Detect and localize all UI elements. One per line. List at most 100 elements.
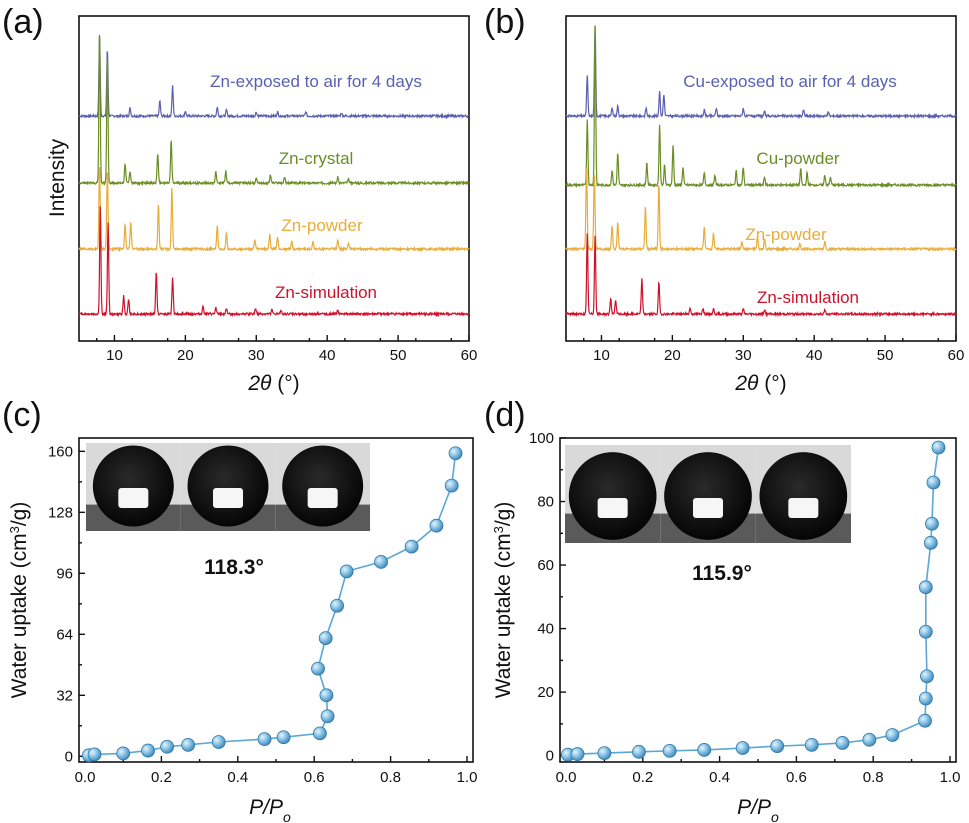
series-label-a-1: Zn-crystal xyxy=(279,149,354,168)
panel-c: 0.0 0.2 0.4 0.6 0.8 1.0 0 32 64 96 128 160 118.3° W… xyxy=(7,437,477,823)
isotherm-point-d-15 xyxy=(918,624,933,639)
isotherm-point-d-4 xyxy=(662,743,677,758)
isotherm-point-c-13 xyxy=(318,631,333,646)
isotherm-point-d-3 xyxy=(632,744,646,759)
droplet-highlight xyxy=(118,488,149,508)
x-tick-label-a-5: 60 xyxy=(461,347,478,364)
y-tick-label-c-2: 64 xyxy=(56,626,73,643)
series-label-a-0: Zn-exposed to air for 4 days xyxy=(210,72,422,91)
x-tick-label-b-4: 50 xyxy=(877,347,894,364)
x-tick-label-d-0: 0.0 xyxy=(556,769,577,786)
xrd-trace-a-1 xyxy=(78,34,470,187)
x-tick-label-d-4: 0.8 xyxy=(863,769,884,786)
isotherm-point-c-7 xyxy=(257,732,272,747)
droplet-highlight xyxy=(213,488,243,508)
series-label-a-2: Zn-powder xyxy=(281,216,363,235)
panel-d: 0.0 0.2 0.4 0.6 0.8 1.0 0 20 40 60 80 100 115.9° Wa… xyxy=(491,430,961,823)
x-tick-label-a-3: 40 xyxy=(319,347,336,364)
contact-angle-inset-c xyxy=(86,443,370,531)
droplet-highlight xyxy=(597,498,628,518)
water-droplet xyxy=(664,452,752,540)
isotherm-point-c-14 xyxy=(330,598,345,613)
isotherm-point-c-15 xyxy=(339,564,354,579)
x-tick-label-d-3: 0.6 xyxy=(786,769,807,786)
axes-d: 0.0 0.2 0.4 0.6 0.8 1.0 0 20 40 60 80 100 xyxy=(529,430,960,786)
x-tick-label-c-5: 1.0 xyxy=(457,769,478,786)
isotherm-point-d-19 xyxy=(926,475,941,490)
y-tick-label-c-5: 160 xyxy=(48,443,73,460)
series-group-a: Zn-exposed to air for 4 days Zn-crystal Zn… xyxy=(78,34,470,318)
water-droplet xyxy=(187,445,269,527)
y-axis-title-a: Intensity xyxy=(46,138,69,217)
x-axis-title-d: P/Po xyxy=(737,796,779,823)
panel-b: 10 20 30 40 50 60 Cu-exposed to air for 4 day… xyxy=(565,15,964,395)
x-tick-label-a-4: 50 xyxy=(390,347,407,364)
isotherm-point-c-20 xyxy=(448,446,463,461)
xrd-trace-a-0 xyxy=(78,38,470,120)
y-tick-label-d-3: 60 xyxy=(537,557,554,574)
isotherm-point-c-4 xyxy=(160,739,175,754)
y-tick-label-c-0: 0 xyxy=(65,748,73,765)
isotherm-point-c-17 xyxy=(404,539,419,554)
isotherm-point-c-18 xyxy=(429,518,444,533)
isotherm-d xyxy=(561,440,946,762)
isotherm-point-c-5 xyxy=(181,737,196,752)
isotherm-point-d-17 xyxy=(923,535,938,550)
y-axis-title-d: Water uptake (cm3/g) xyxy=(491,502,516,699)
isotherm-point-d-10 xyxy=(862,732,877,747)
x-tick-label-b-2: 30 xyxy=(735,347,752,364)
x-tick-label-c-3: 0.6 xyxy=(304,769,325,786)
isotherm-point-d-7 xyxy=(770,739,785,754)
contact-angle-label-c: 118.3° xyxy=(204,556,264,579)
water-droplet xyxy=(568,452,657,540)
series-label-b-3: Zn-simulation xyxy=(757,288,859,307)
y-tick-label-c-3: 96 xyxy=(56,565,73,582)
isotherm-point-c-8 xyxy=(276,730,291,745)
contact-angle-label-d: 115.9° xyxy=(692,562,752,585)
x-tick-label-a-1: 20 xyxy=(177,347,194,364)
xrd-trace-b-1 xyxy=(565,25,957,189)
x-tick-label-b-3: 40 xyxy=(806,347,823,364)
isotherm-point-d-11 xyxy=(885,728,900,742)
xrd-trace-b-3 xyxy=(565,233,957,318)
series-label-b-2: Zn-powder xyxy=(745,225,827,244)
isotherm-point-c-6 xyxy=(211,735,226,749)
y-axis-title-c: Water uptake (cm3/g) xyxy=(7,502,32,699)
x-tick-label-d-5: 1.0 xyxy=(940,769,961,786)
x-tick-label-c-2: 0.4 xyxy=(227,769,248,786)
water-droplet xyxy=(282,445,364,527)
isotherm-point-d-6 xyxy=(735,741,750,755)
isotherm-point-d-8 xyxy=(804,737,819,752)
isotherm-point-c-19 xyxy=(444,478,459,493)
x-axis-b: 10 20 30 40 50 60 xyxy=(583,335,964,364)
isotherm-point-c-11 xyxy=(319,688,334,703)
panel-a: 10 20 30 40 50 60 Zn-exposed to air for 4 day… xyxy=(46,15,478,395)
y-tick-label-d-2: 40 xyxy=(537,621,554,638)
xrd-trace-a-3 xyxy=(78,206,470,318)
isotherm-point-d-1 xyxy=(570,747,585,761)
droplet-highlight xyxy=(788,498,819,518)
droplet-highlight xyxy=(693,498,723,518)
x-tick-label-c-1: 0.2 xyxy=(151,769,172,786)
isotherm-point-c-10 xyxy=(320,709,335,724)
x-tick-label-a-0: 10 xyxy=(106,347,123,364)
panel-label-d: (d) xyxy=(484,396,526,434)
series-label-a-3: Zn-simulation xyxy=(275,283,377,302)
y-tick-label-d-1: 20 xyxy=(537,684,554,701)
isotherm-point-d-2 xyxy=(597,746,612,761)
isotherm-point-d-5 xyxy=(697,743,712,757)
y-tick-label-d-0: 0 xyxy=(546,748,554,765)
isotherm-point-d-9 xyxy=(835,736,850,750)
x-axis-title-c: P/Po xyxy=(249,796,291,823)
series-group-b: Cu-exposed to air for 4 days Cu-powder Zn-… xyxy=(565,25,957,318)
axes-c: 0.0 0.2 0.4 0.6 0.8 1.0 0 32 64 96 128 160 xyxy=(48,443,477,786)
x-tick-label-d-1: 0.2 xyxy=(632,769,653,786)
x-axis-a: 10 20 30 40 50 60 xyxy=(96,335,478,364)
panel-label-b: (b) xyxy=(484,3,526,41)
droplet-highlight xyxy=(307,488,338,508)
isotherm-point-c-16 xyxy=(374,554,388,569)
x-tick-label-a-2: 30 xyxy=(248,347,265,364)
x-axis-title-a: 2θ (°) xyxy=(247,372,299,395)
x-tick-label-b-1: 20 xyxy=(664,347,681,364)
